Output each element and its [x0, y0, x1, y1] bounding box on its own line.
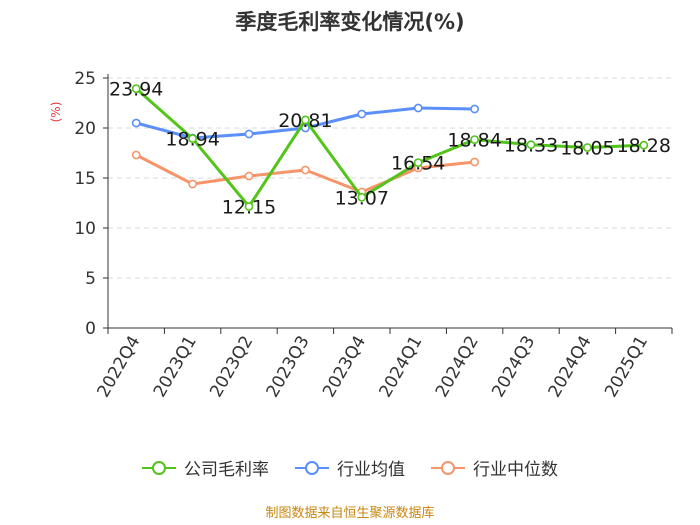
x-tick-label: 2024Q2 — [432, 332, 483, 400]
legend-swatch-industry-mean — [295, 460, 329, 475]
legend-swatch-industry-median — [431, 460, 465, 475]
data-label: 18.28 — [617, 135, 671, 157]
data-point — [244, 129, 254, 139]
legend-item-industry-mean[interactable]: 行业均值 — [295, 455, 405, 480]
data-label: 18.05 — [560, 138, 614, 160]
chart-legend: 公司毛利率 行业均值 行业中位数 — [0, 455, 700, 480]
x-tick-label: 2023Q1 — [150, 333, 201, 401]
data-point — [470, 157, 479, 167]
legend-label-company: 公司毛利率 — [184, 460, 269, 480]
data-label: 23.94 — [109, 79, 163, 101]
legend-item-industry-median[interactable]: 行业中位数 — [431, 455, 558, 480]
x-tick-label: 2024Q3 — [488, 333, 539, 401]
x-tick-label: 2024Q4 — [545, 333, 596, 401]
data-point — [639, 140, 649, 150]
x-tick-label: 2023Q3 — [263, 333, 314, 401]
legend-swatch-company — [142, 460, 176, 475]
data-point — [470, 104, 479, 114]
data-point — [583, 143, 592, 152]
y-tick-label: 25 — [74, 69, 96, 89]
data-point — [131, 118, 141, 128]
data-point — [244, 202, 254, 211]
data-point — [244, 171, 254, 181]
data-label: 13.07 — [335, 187, 389, 209]
x-tick-label: 2024Q1 — [375, 333, 426, 401]
data-point — [300, 165, 310, 175]
data-label: 18.94 — [165, 129, 219, 151]
data-label: 16.54 — [391, 153, 445, 175]
data-source-note: 制图数据来自恒生聚源数据库 — [265, 506, 435, 521]
y-tick-label: 20 — [74, 119, 96, 139]
legend-label-industry-mean: 行业均值 — [337, 460, 405, 480]
data-point — [357, 109, 367, 119]
legend-item-company[interactable]: 公司毛利率 — [142, 455, 269, 480]
data-point — [413, 158, 423, 167]
legend-label-industry-median: 行业中位数 — [473, 460, 558, 480]
data-point — [300, 115, 310, 125]
data-label: 18.33 — [504, 135, 558, 157]
data-point — [357, 192, 367, 202]
data-point — [526, 140, 536, 150]
x-tick-label: 2023Q2 — [206, 333, 257, 401]
data-label: 18.84 — [447, 130, 501, 152]
data-point — [131, 150, 141, 160]
y-tick-label: 15 — [74, 169, 96, 189]
x-tick-label: 2023Q4 — [319, 333, 370, 401]
chart-title: 季度毛利率变化情况(%) — [235, 10, 465, 34]
data-point — [188, 179, 197, 189]
data-point — [413, 103, 423, 113]
data-point — [188, 134, 197, 143]
data-label: 20.81 — [278, 110, 332, 132]
series-line-0 — [135, 87, 644, 208]
y-tick-label: 0 — [85, 319, 96, 339]
x-tick-label: 2025Q1 — [601, 333, 652, 401]
y-axis-label: (%) — [49, 102, 63, 123]
data-point — [131, 84, 141, 93]
data-label: 12.15 — [222, 197, 276, 219]
y-tick-label: 10 — [74, 219, 96, 239]
data-point — [470, 135, 479, 144]
x-tick-label: 2022Q4 — [93, 333, 144, 401]
y-tick-label: 5 — [85, 269, 96, 289]
